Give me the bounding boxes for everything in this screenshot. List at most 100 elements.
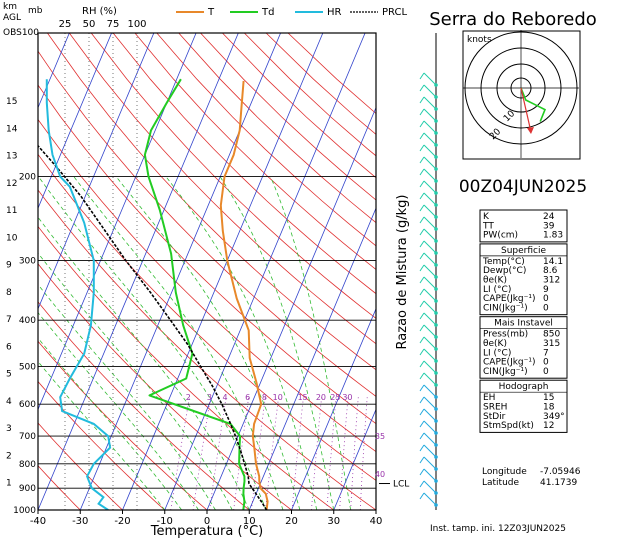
wind-barb xyxy=(423,288,437,302)
isotherm xyxy=(333,408,376,510)
hodograph-table-key: EH xyxy=(483,393,495,403)
surface-table-value: 312 xyxy=(543,276,560,286)
wind-barb xyxy=(423,312,437,326)
parcel-line xyxy=(38,144,268,510)
pressure-tick-label: 800 xyxy=(19,460,36,470)
series-line-t xyxy=(219,80,269,510)
wind-barb xyxy=(423,300,437,314)
wind-barb xyxy=(423,492,437,506)
dry-adiabat xyxy=(38,118,376,453)
series-line-hr xyxy=(45,79,112,510)
wind-barb-flag xyxy=(419,492,425,500)
dry-adiabat xyxy=(112,33,376,295)
moist-adiabat xyxy=(38,337,183,510)
wind-barb-flag xyxy=(419,108,425,116)
wind-barb xyxy=(423,360,437,374)
dry-adiabat xyxy=(38,263,293,510)
storm-motion-vector xyxy=(520,87,532,133)
isotherm xyxy=(122,33,324,510)
init-label: Inst. tamp. ini. 12Z03JUN2025 xyxy=(430,524,566,534)
wind-barb-flag xyxy=(419,360,425,368)
most-unstable-table xyxy=(479,316,568,379)
mixing-ratio-label: 10 xyxy=(273,393,283,402)
wind-barb-flag xyxy=(419,204,425,212)
wind-barb-flag xyxy=(419,444,425,452)
x-tick-label: -40 xyxy=(30,516,46,527)
height-tick-label: 11 xyxy=(6,206,17,216)
wind-barb xyxy=(423,384,437,398)
location-key: Latitude xyxy=(482,478,520,488)
indices-table-key: TT xyxy=(482,221,494,231)
wind-barb xyxy=(423,204,437,218)
most-unstable-table-value: 315 xyxy=(543,339,560,349)
obs-label: OBS100 xyxy=(3,28,39,38)
wind-barb xyxy=(423,96,437,110)
wind-barb-flag xyxy=(419,384,425,392)
wind-barb-flag xyxy=(419,456,425,464)
moist-adiabat xyxy=(165,176,318,510)
indices-table xyxy=(479,209,568,243)
height-tick-label: 3 xyxy=(6,424,12,434)
height-tick-label: 10 xyxy=(6,233,18,243)
height-tick-label: 5 xyxy=(6,370,12,380)
x-tick-label: 20 xyxy=(285,516,298,527)
wind-barb xyxy=(423,372,437,386)
most-unstable-table-key: θe(K) xyxy=(483,339,507,349)
surface-table-key: Dewp(°C) xyxy=(483,266,526,276)
isotherm xyxy=(38,33,239,510)
indices-table-value: 24 xyxy=(543,212,555,222)
wind-barb xyxy=(423,120,437,134)
wind-barb-flag xyxy=(419,288,425,296)
surface-table-title: Superficie xyxy=(501,246,546,256)
wind-barb xyxy=(423,468,437,482)
location-value: -7.05946 xyxy=(540,467,581,477)
most-unstable-table-key: LI (°C) xyxy=(483,348,511,358)
rh-tick-label: 50 xyxy=(83,19,96,30)
wind-barb xyxy=(423,192,437,206)
hodograph-table-value: 349° xyxy=(543,412,565,422)
hodograph-table-value: 12 xyxy=(543,421,554,431)
surface-table-key: θe(K) xyxy=(483,276,507,286)
mixing-ratio-label: 40 xyxy=(375,470,385,479)
station-title: Serra do Reboredo xyxy=(429,9,597,30)
wind-barb-flag xyxy=(419,216,425,224)
dry-adiabat xyxy=(38,422,124,510)
wind-barb-flag xyxy=(419,336,425,344)
wind-barb-flag xyxy=(419,192,425,200)
wind-barb-flag xyxy=(419,84,425,92)
mixing-ratio-line xyxy=(350,397,359,510)
wind-barb-flag xyxy=(419,480,425,488)
wind-barb-flag xyxy=(419,300,425,308)
surface-table-key: CAPE(Jkg⁻¹) xyxy=(483,294,536,304)
wind-barb xyxy=(423,276,437,290)
wind-barb-flag xyxy=(419,252,425,260)
mixing-ratio-label: 20 xyxy=(316,393,326,402)
rh-tick-label: 75 xyxy=(107,19,120,30)
wind-barb xyxy=(423,84,437,98)
wind-barb xyxy=(423,108,437,122)
mixing-ratio-line xyxy=(359,397,368,510)
mixing-ratio-label: 3 xyxy=(207,393,212,402)
isotherm xyxy=(38,33,70,109)
most-unstable-table-value: 7 xyxy=(543,348,549,358)
wind-barb-flag xyxy=(419,228,425,236)
wind-barb-flag xyxy=(419,72,425,80)
wind-barb-flag xyxy=(419,168,425,176)
indices-table-value: 39 xyxy=(543,221,555,231)
hodograph-units-label: knots xyxy=(467,35,492,45)
most-unstable-table-title: Mais Instavel xyxy=(494,319,553,329)
wind-barb xyxy=(423,444,437,458)
surface-table-key: CIN(Jkg⁻¹) xyxy=(483,303,528,313)
hodograph-table-key: StDir xyxy=(483,412,506,422)
moist-adiabat xyxy=(38,283,216,510)
wind-barb-flag xyxy=(419,156,425,164)
wind-barb-flag xyxy=(419,180,425,188)
wind-barb xyxy=(423,264,437,278)
dry-adiabat xyxy=(68,33,376,345)
dry-adiabat xyxy=(38,225,335,510)
mixing-ratio-line xyxy=(326,397,337,510)
km-label: km xyxy=(3,2,17,12)
pressure-tick-label: 200 xyxy=(19,173,36,183)
legend-label-td: Td xyxy=(261,7,274,18)
